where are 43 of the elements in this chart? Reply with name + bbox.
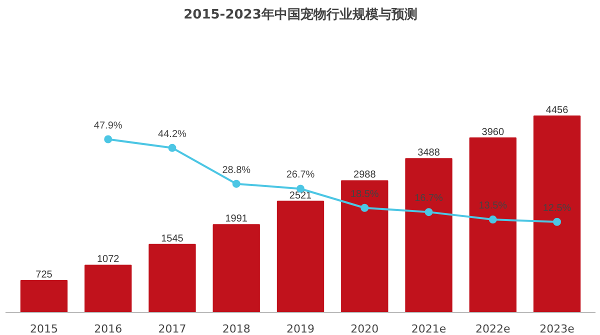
x-tick-label: 2023e — [540, 322, 575, 335]
x-tick-label: 2020 — [350, 322, 379, 335]
data-label: 18.5% — [350, 188, 379, 200]
data-label: 2521 — [289, 190, 312, 202]
data-label: 725 — [36, 270, 53, 281]
bar — [212, 224, 260, 312]
data-label: 1545 — [161, 233, 184, 244]
point — [168, 144, 176, 152]
data-label: 47.9% — [94, 120, 122, 132]
bar — [148, 244, 196, 312]
data-label: 28.8% — [222, 164, 251, 176]
bar — [533, 115, 581, 312]
data-label: 4456 — [546, 104, 569, 116]
x-tick-label: 2022e — [476, 322, 511, 335]
x-tick-label: 2021e — [411, 322, 446, 335]
point — [232, 180, 240, 188]
data-label: 2988 — [354, 170, 376, 181]
data-label: 1991 — [225, 214, 248, 225]
data-label: 13.5% — [478, 200, 508, 212]
point — [104, 135, 112, 144]
bar — [276, 200, 324, 312]
bar — [341, 180, 388, 312]
x-tick-label: 2019 — [286, 322, 315, 335]
data-label: 16.7% — [414, 193, 444, 204]
data-label: 26.7% — [286, 170, 315, 181]
x-tick-label: 2015 — [30, 322, 58, 335]
point — [488, 216, 497, 224]
x-tick-label: 2017 — [158, 322, 186, 335]
bar — [20, 280, 68, 312]
point — [553, 218, 562, 226]
data-label: 3488 — [418, 148, 440, 159]
bar — [469, 137, 516, 312]
point — [360, 204, 369, 212]
x-tick-label: 2018 — [222, 322, 250, 335]
x-tick-label: 2016 — [94, 322, 122, 335]
data-label: 12.5% — [542, 202, 572, 214]
data-label: 1072 — [96, 254, 120, 266]
point — [424, 208, 433, 216]
chart-title: 2015-2023年中国宠物行业规模与预测 — [184, 6, 418, 22]
data-label: 44.2% — [158, 128, 187, 140]
bar — [405, 158, 452, 312]
bar — [84, 264, 132, 312]
data-label: 3960 — [482, 126, 504, 138]
